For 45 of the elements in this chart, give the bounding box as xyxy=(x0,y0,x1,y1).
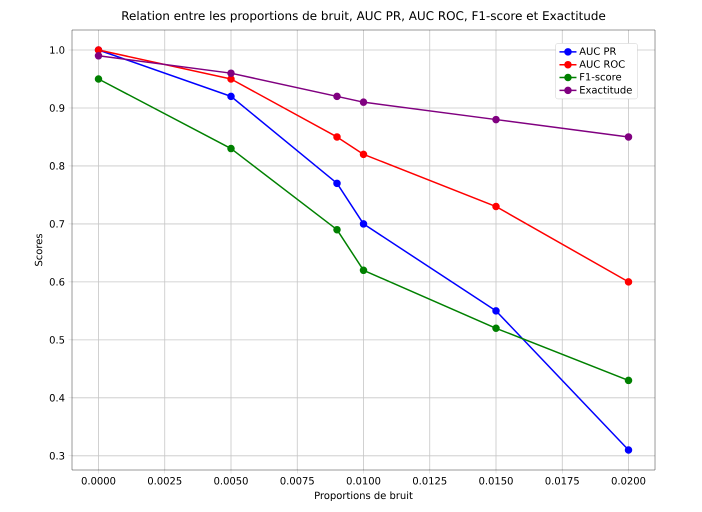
y-axis-title: Scores xyxy=(34,234,42,266)
y-tick-label: 0.4 xyxy=(50,394,64,402)
point xyxy=(624,278,632,286)
legend-label: Exactitude xyxy=(580,86,632,94)
point xyxy=(333,180,341,188)
x-tick-label: 0.0125 xyxy=(412,477,446,485)
point xyxy=(492,116,500,124)
x-tick-label: 0.0025 xyxy=(148,477,182,485)
point xyxy=(333,226,341,234)
y-tick-label: 0.5 xyxy=(50,336,64,344)
x-tick-label: 0.0200 xyxy=(612,477,646,485)
point xyxy=(227,92,235,100)
point xyxy=(227,69,235,77)
point xyxy=(360,220,368,228)
legend-label: AUC PR xyxy=(579,47,616,55)
point xyxy=(333,92,341,100)
point xyxy=(94,52,102,60)
point xyxy=(94,75,102,83)
y-tick-label: 0.3 xyxy=(50,452,64,460)
x-tick-label: 0.0100 xyxy=(346,477,380,485)
point xyxy=(227,144,235,152)
point xyxy=(492,307,500,315)
legend-label: F1-score xyxy=(580,73,622,81)
point xyxy=(333,133,341,141)
x-tick-label: 0.0150 xyxy=(479,477,513,485)
point xyxy=(360,266,368,274)
chart-title: Relation entre les proportions de bruit, AUC PR, AUC ROC, F1-score et Exactitude xyxy=(122,10,606,22)
y-tick-label: 0.9 xyxy=(50,104,64,112)
x-tick-label: 0.0175 xyxy=(545,477,579,485)
point xyxy=(624,133,632,141)
legend-label: AUC ROC xyxy=(579,60,625,68)
point xyxy=(624,446,632,454)
x-tick-label: 0.0000 xyxy=(82,477,116,485)
point xyxy=(492,202,500,210)
point xyxy=(360,98,368,106)
y-tick-label: 1.0 xyxy=(50,46,64,54)
y-tick-label: 0.7 xyxy=(50,220,64,228)
y-tick-label: 0.6 xyxy=(50,278,64,286)
x-tick-label: 0.0075 xyxy=(280,477,314,485)
x-axis-title: Proportions de bruit xyxy=(315,491,413,502)
point xyxy=(492,324,500,332)
point xyxy=(360,150,368,158)
x-tick-label: 0.0050 xyxy=(214,477,248,485)
point xyxy=(624,376,632,384)
y-tick-label: 0.8 xyxy=(50,162,64,170)
